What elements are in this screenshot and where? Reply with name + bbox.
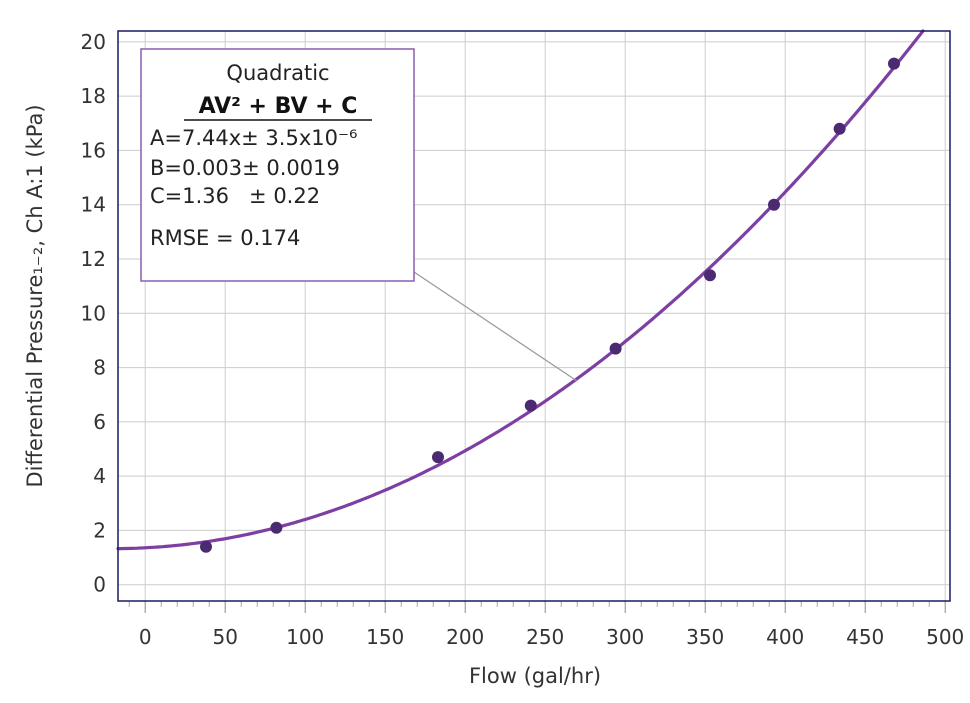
data-point — [768, 198, 780, 211]
y-tick-labels: 0 2 4 6 8 10 12 14 16 18 20 — [81, 30, 106, 597]
legend-equation: AV² + BV + C — [199, 94, 358, 119]
y-tick-label: 18 — [81, 84, 106, 108]
data-point — [200, 540, 212, 553]
legend-rmse: RMSE = 0.174 — [150, 226, 300, 250]
data-point — [888, 57, 900, 70]
y-tick-label: 8 — [93, 356, 106, 380]
x-tick-label: 350 — [686, 625, 724, 649]
legend-coef-c: C=1.36 ± 0.22 — [150, 184, 320, 208]
data-points — [200, 57, 900, 553]
y-tick-label: 14 — [81, 193, 106, 217]
data-point — [609, 342, 622, 355]
x-tick-label: 450 — [846, 625, 884, 649]
legend-coef-a: A=7.44x± 3.5x10⁻⁶ — [150, 126, 357, 150]
data-point — [833, 122, 846, 135]
y-tick-label: 6 — [93, 410, 106, 434]
fit-curve — [116, 29, 925, 551]
y-tick-label: 20 — [81, 30, 106, 54]
x-tick-label: 50 — [212, 625, 237, 649]
y-tick-label: 4 — [93, 464, 106, 488]
x-axis-title: Flow (gal/hr) — [469, 664, 601, 688]
x-tick-labels: 0 50 100 150 200 250 300 350 400 450 500 — [139, 625, 964, 649]
annotation-pointer — [413, 271, 578, 382]
x-tick-label: 150 — [366, 625, 404, 649]
fit-line-layer — [116, 29, 925, 551]
y-tick-label: 2 — [93, 518, 106, 542]
y-tick-label: 12 — [81, 247, 106, 271]
plot-frame — [117, 30, 951, 602]
data-point — [704, 269, 716, 282]
legend-coef-b: B=0.003± 0.0019 — [150, 156, 340, 180]
fit-legend: Quadratic AV² + BV + C A=7.44x± 3.5x10⁻⁶… — [140, 48, 415, 282]
x-tick-label: 250 — [526, 625, 564, 649]
y-tick-label: 16 — [81, 138, 106, 162]
x-tick-label: 0 — [139, 625, 152, 649]
data-point — [524, 399, 537, 412]
fit-legend-box — [140, 48, 415, 282]
x-tick-label: 200 — [446, 625, 484, 649]
y-tick-label: 0 — [93, 573, 106, 597]
axis-ticks — [128, 601, 946, 613]
legend-title: Quadratic — [226, 61, 329, 85]
y-axis-title: Differential Pressure₁₋₂, Ch A:1 (kPa) — [23, 104, 47, 487]
data-point — [270, 521, 283, 534]
x-tick-label: 500 — [926, 625, 964, 649]
x-tick-label: 300 — [606, 625, 644, 649]
y-tick-label: 10 — [81, 301, 106, 325]
data-point — [432, 451, 444, 464]
x-tick-label: 100 — [286, 625, 324, 649]
x-tick-label: 400 — [766, 625, 804, 649]
